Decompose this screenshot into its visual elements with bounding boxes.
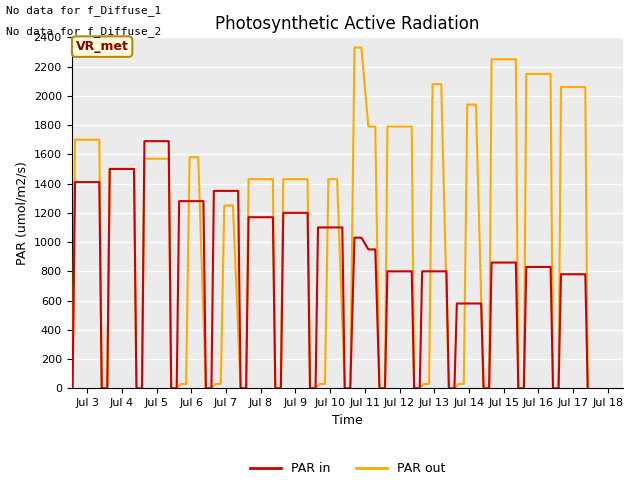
Text: No data for f_Diffuse_1: No data for f_Diffuse_1 xyxy=(6,5,162,16)
Y-axis label: PAR (umol/m2/s): PAR (umol/m2/s) xyxy=(15,161,28,265)
Legend: PAR in, PAR out: PAR in, PAR out xyxy=(245,457,450,480)
X-axis label: Time: Time xyxy=(332,414,363,427)
Text: No data for f_Diffuse_2: No data for f_Diffuse_2 xyxy=(6,26,162,37)
Text: VR_met: VR_met xyxy=(76,40,129,53)
Title: Photosynthetic Active Radiation: Photosynthetic Active Radiation xyxy=(215,15,480,33)
